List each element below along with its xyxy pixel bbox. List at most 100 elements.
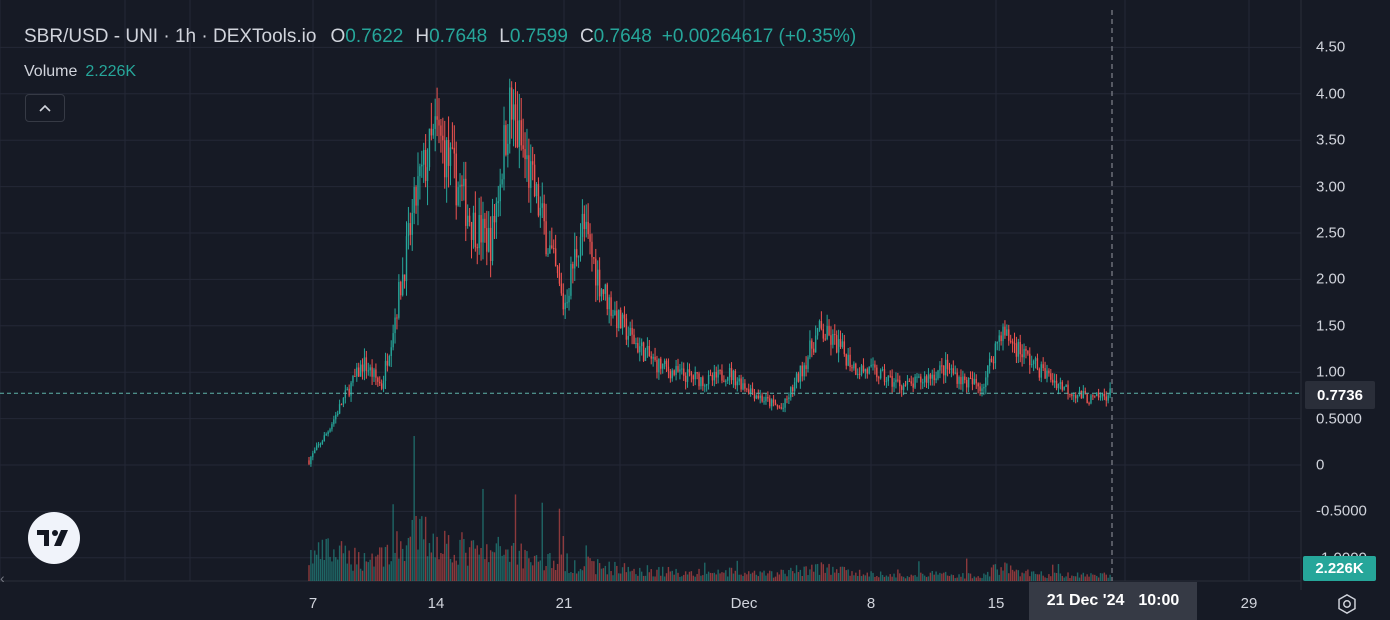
candle-body — [633, 334, 635, 345]
volume-bar — [786, 576, 788, 581]
low-key: L — [499, 26, 510, 47]
candle-body — [468, 215, 471, 222]
candle-body — [1090, 395, 1092, 404]
volume-bar — [444, 530, 446, 581]
candle-body — [820, 321, 823, 330]
candle-body — [1092, 395, 1094, 397]
volume-bar — [849, 575, 851, 581]
candle-body — [721, 370, 723, 381]
volume-legend[interactable]: Volume 2.226K — [24, 63, 136, 81]
volume-bar — [604, 565, 607, 581]
volume-bar — [631, 570, 633, 581]
candle-body — [1052, 379, 1054, 383]
candle-body — [407, 223, 410, 237]
candle-body — [526, 155, 528, 160]
settings-button[interactable] — [1334, 591, 1360, 617]
candle-body — [1034, 358, 1037, 361]
candle-body — [946, 359, 949, 369]
volume-bar — [711, 573, 714, 581]
symbol-title[interactable]: SBR/USD - UNI · 1h · DEXTools.io — [24, 26, 317, 47]
candle-body — [377, 377, 379, 382]
volume-bar — [505, 549, 507, 581]
candle-body — [1099, 395, 1102, 398]
volume-bar — [453, 554, 456, 581]
candle-body — [1036, 358, 1039, 370]
volume-bar — [344, 545, 347, 581]
volume-bar — [308, 565, 310, 581]
volume-bar — [765, 575, 767, 581]
candle-body — [401, 274, 404, 296]
volume-bar — [1025, 570, 1027, 581]
candle-body — [845, 354, 847, 366]
volume-bar — [424, 516, 427, 581]
volume-bar — [1073, 576, 1075, 581]
candle-body — [683, 368, 685, 376]
volume-bar — [992, 564, 995, 581]
chevron-left-icon[interactable]: ‹ — [0, 570, 5, 586]
candle-body — [585, 221, 587, 230]
candle-body — [323, 435, 325, 442]
volume-bar — [543, 570, 545, 581]
volume-bar — [369, 559, 371, 581]
volume-bar — [415, 516, 417, 581]
candle-body — [489, 227, 492, 261]
volume-bar — [589, 558, 591, 581]
volume-bar — [688, 571, 691, 581]
volume-bar — [541, 502, 543, 581]
candle-body — [950, 368, 953, 370]
volume-bar — [866, 572, 868, 581]
volume-bar — [828, 563, 830, 581]
volume-bar — [705, 573, 708, 581]
volume-bar — [868, 576, 870, 581]
volume-bar — [807, 575, 809, 581]
candle-body — [774, 402, 777, 406]
time-tick-label: Dec — [730, 595, 758, 612]
collapse-legend-button[interactable] — [25, 94, 65, 122]
volume-bar — [379, 547, 381, 581]
volume-bar — [658, 567, 660, 581]
volume-bar — [792, 571, 794, 581]
candle-body — [742, 383, 744, 390]
volume-bar — [971, 578, 974, 581]
candle-body — [1050, 373, 1052, 380]
candle-body — [887, 375, 890, 382]
volume-bar — [841, 566, 844, 581]
candle-body — [916, 376, 918, 378]
candle-body — [361, 364, 364, 372]
volume-bar — [398, 558, 400, 581]
volume-bar — [723, 572, 725, 581]
time-axis[interactable]: 7 14 21 Dec 8 15 29 — [0, 590, 1301, 620]
volume-bar — [778, 574, 781, 581]
price-axis[interactable]: 4.50 4.00 3.50 3.00 2.50 2.00 1.50 1.00 0.5000 0 -… — [1301, 0, 1390, 590]
volume-bar — [965, 558, 968, 581]
candle-body — [830, 335, 832, 345]
volume-bar — [596, 559, 599, 581]
volume-bar — [847, 569, 849, 581]
volume-bar — [528, 558, 530, 581]
volume-bar — [799, 569, 802, 581]
candle-body — [440, 125, 442, 136]
volume-bar — [593, 561, 595, 581]
volume-bar — [751, 572, 754, 581]
volume-bar — [595, 574, 597, 581]
volume-bar — [1092, 574, 1094, 581]
candle-body — [415, 187, 417, 206]
volume-bar — [734, 570, 737, 581]
volume-bar — [445, 543, 448, 581]
candle-body — [610, 297, 612, 316]
volume-bar — [805, 566, 807, 581]
volume-bar — [933, 574, 935, 581]
volume-bar — [893, 573, 895, 581]
candle-body — [560, 283, 563, 294]
candle-body — [874, 364, 876, 368]
candle-body — [1019, 341, 1021, 355]
candle-body — [826, 326, 828, 339]
tradingview-logo-icon[interactable] — [28, 512, 80, 564]
volume-bar — [336, 559, 339, 581]
volume-bar — [1076, 572, 1079, 581]
candle-body — [522, 145, 524, 150]
candle-body — [1023, 348, 1025, 358]
volume-bar — [941, 573, 943, 581]
candle-body — [667, 366, 670, 372]
